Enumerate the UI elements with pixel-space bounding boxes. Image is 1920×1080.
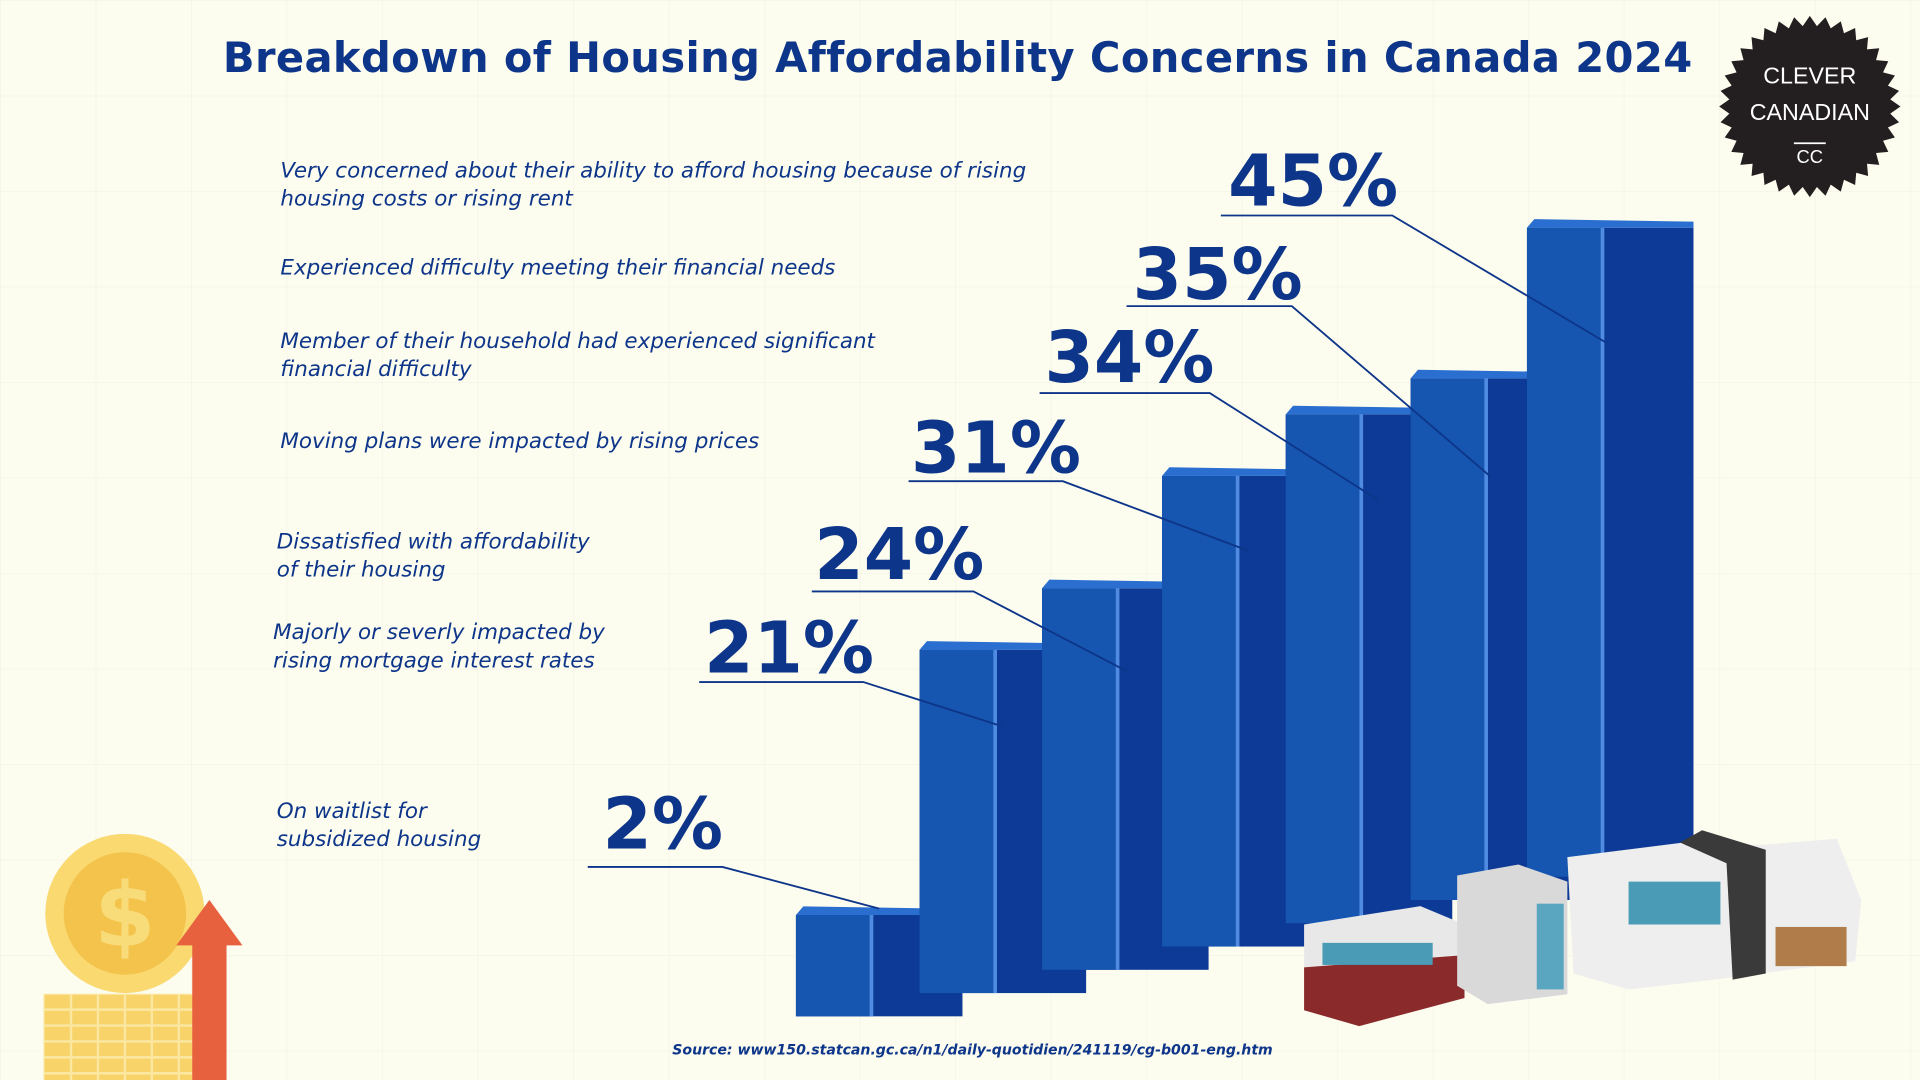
source-note: Source: www150.statcan.gc.ca/n1/daily-qu… xyxy=(672,1040,1273,1058)
category-label: Very concerned about their ability to af… xyxy=(280,159,1027,212)
leader-line xyxy=(1126,305,1491,478)
garage-door xyxy=(1775,926,1847,967)
bar-top xyxy=(1526,219,1694,228)
category-label: Majorly or severly impacted by rising mo… xyxy=(273,620,605,674)
bar-light-side xyxy=(1285,414,1361,924)
house-2-windows xyxy=(1536,903,1564,990)
category-label: Moving plans were impacted by rising pri… xyxy=(280,429,760,455)
bar-light-side xyxy=(1526,227,1602,877)
value-label: 21% xyxy=(704,606,874,689)
logo-line2: CANADIAN xyxy=(1749,100,1870,127)
bar-highlight xyxy=(1359,414,1364,924)
bar-highlight xyxy=(1235,475,1240,947)
bar-highlight xyxy=(1484,378,1489,901)
value-label: 31% xyxy=(911,407,1081,490)
houses-illustration xyxy=(1304,830,1862,1027)
value-label: 45% xyxy=(1228,140,1398,223)
coin-layer xyxy=(43,1041,197,1058)
bar-45%: 45% xyxy=(1220,140,1694,877)
bar-35%: 35% xyxy=(1126,233,1578,901)
dollar-icon: $ xyxy=(94,863,155,966)
bar-highlight xyxy=(869,914,874,1017)
chart-title: Breakdown of Housing Affordability Conce… xyxy=(222,34,1693,84)
coin-stack-illustration: $ xyxy=(43,833,243,1080)
leader-line xyxy=(587,866,880,910)
bar-light-side xyxy=(795,914,871,1017)
value-label: 34% xyxy=(1044,316,1214,399)
bar-light-side xyxy=(1042,588,1117,970)
house-3-tower xyxy=(1680,830,1766,980)
leader-line xyxy=(908,480,1250,552)
category-label: On waitlist for subsidized housing xyxy=(276,799,482,853)
house-1-windows xyxy=(1322,942,1433,965)
arrow-up-icon xyxy=(176,900,243,1080)
bar-highlight xyxy=(993,649,997,994)
bar-2%: 2% xyxy=(587,783,963,1017)
bar-highlight xyxy=(1600,227,1605,877)
bar-light-side xyxy=(919,649,995,994)
category-label: Experienced difficulty meeting their fin… xyxy=(280,255,836,281)
logo-badge xyxy=(1719,15,1901,198)
bar-light-side xyxy=(1162,475,1237,947)
leader-line xyxy=(699,681,1002,728)
leader-line xyxy=(1220,214,1608,344)
value-label: 2% xyxy=(602,783,723,866)
bar-highlight xyxy=(1115,588,1120,970)
value-label: 24% xyxy=(814,513,984,596)
logo-line1: CLEVER xyxy=(1763,63,1857,90)
leader-line xyxy=(811,590,1127,672)
value-label: 35% xyxy=(1133,233,1303,316)
logo-mark: CC xyxy=(1796,146,1824,168)
coin-inner xyxy=(63,852,187,975)
coin-layer xyxy=(43,1057,197,1074)
category-label: Member of their household had experience… xyxy=(280,329,875,383)
category-label: Dissatisfied with affordability of their… xyxy=(276,530,590,583)
coin-layer xyxy=(43,1009,197,1026)
house-1-base xyxy=(1304,955,1465,1027)
coin-layer xyxy=(43,1025,197,1042)
leader-line xyxy=(1039,392,1379,501)
coin-layer xyxy=(43,1073,197,1080)
house-3-windows xyxy=(1628,881,1721,925)
bar-light-side xyxy=(1410,378,1486,901)
coin-layer xyxy=(43,993,197,1010)
